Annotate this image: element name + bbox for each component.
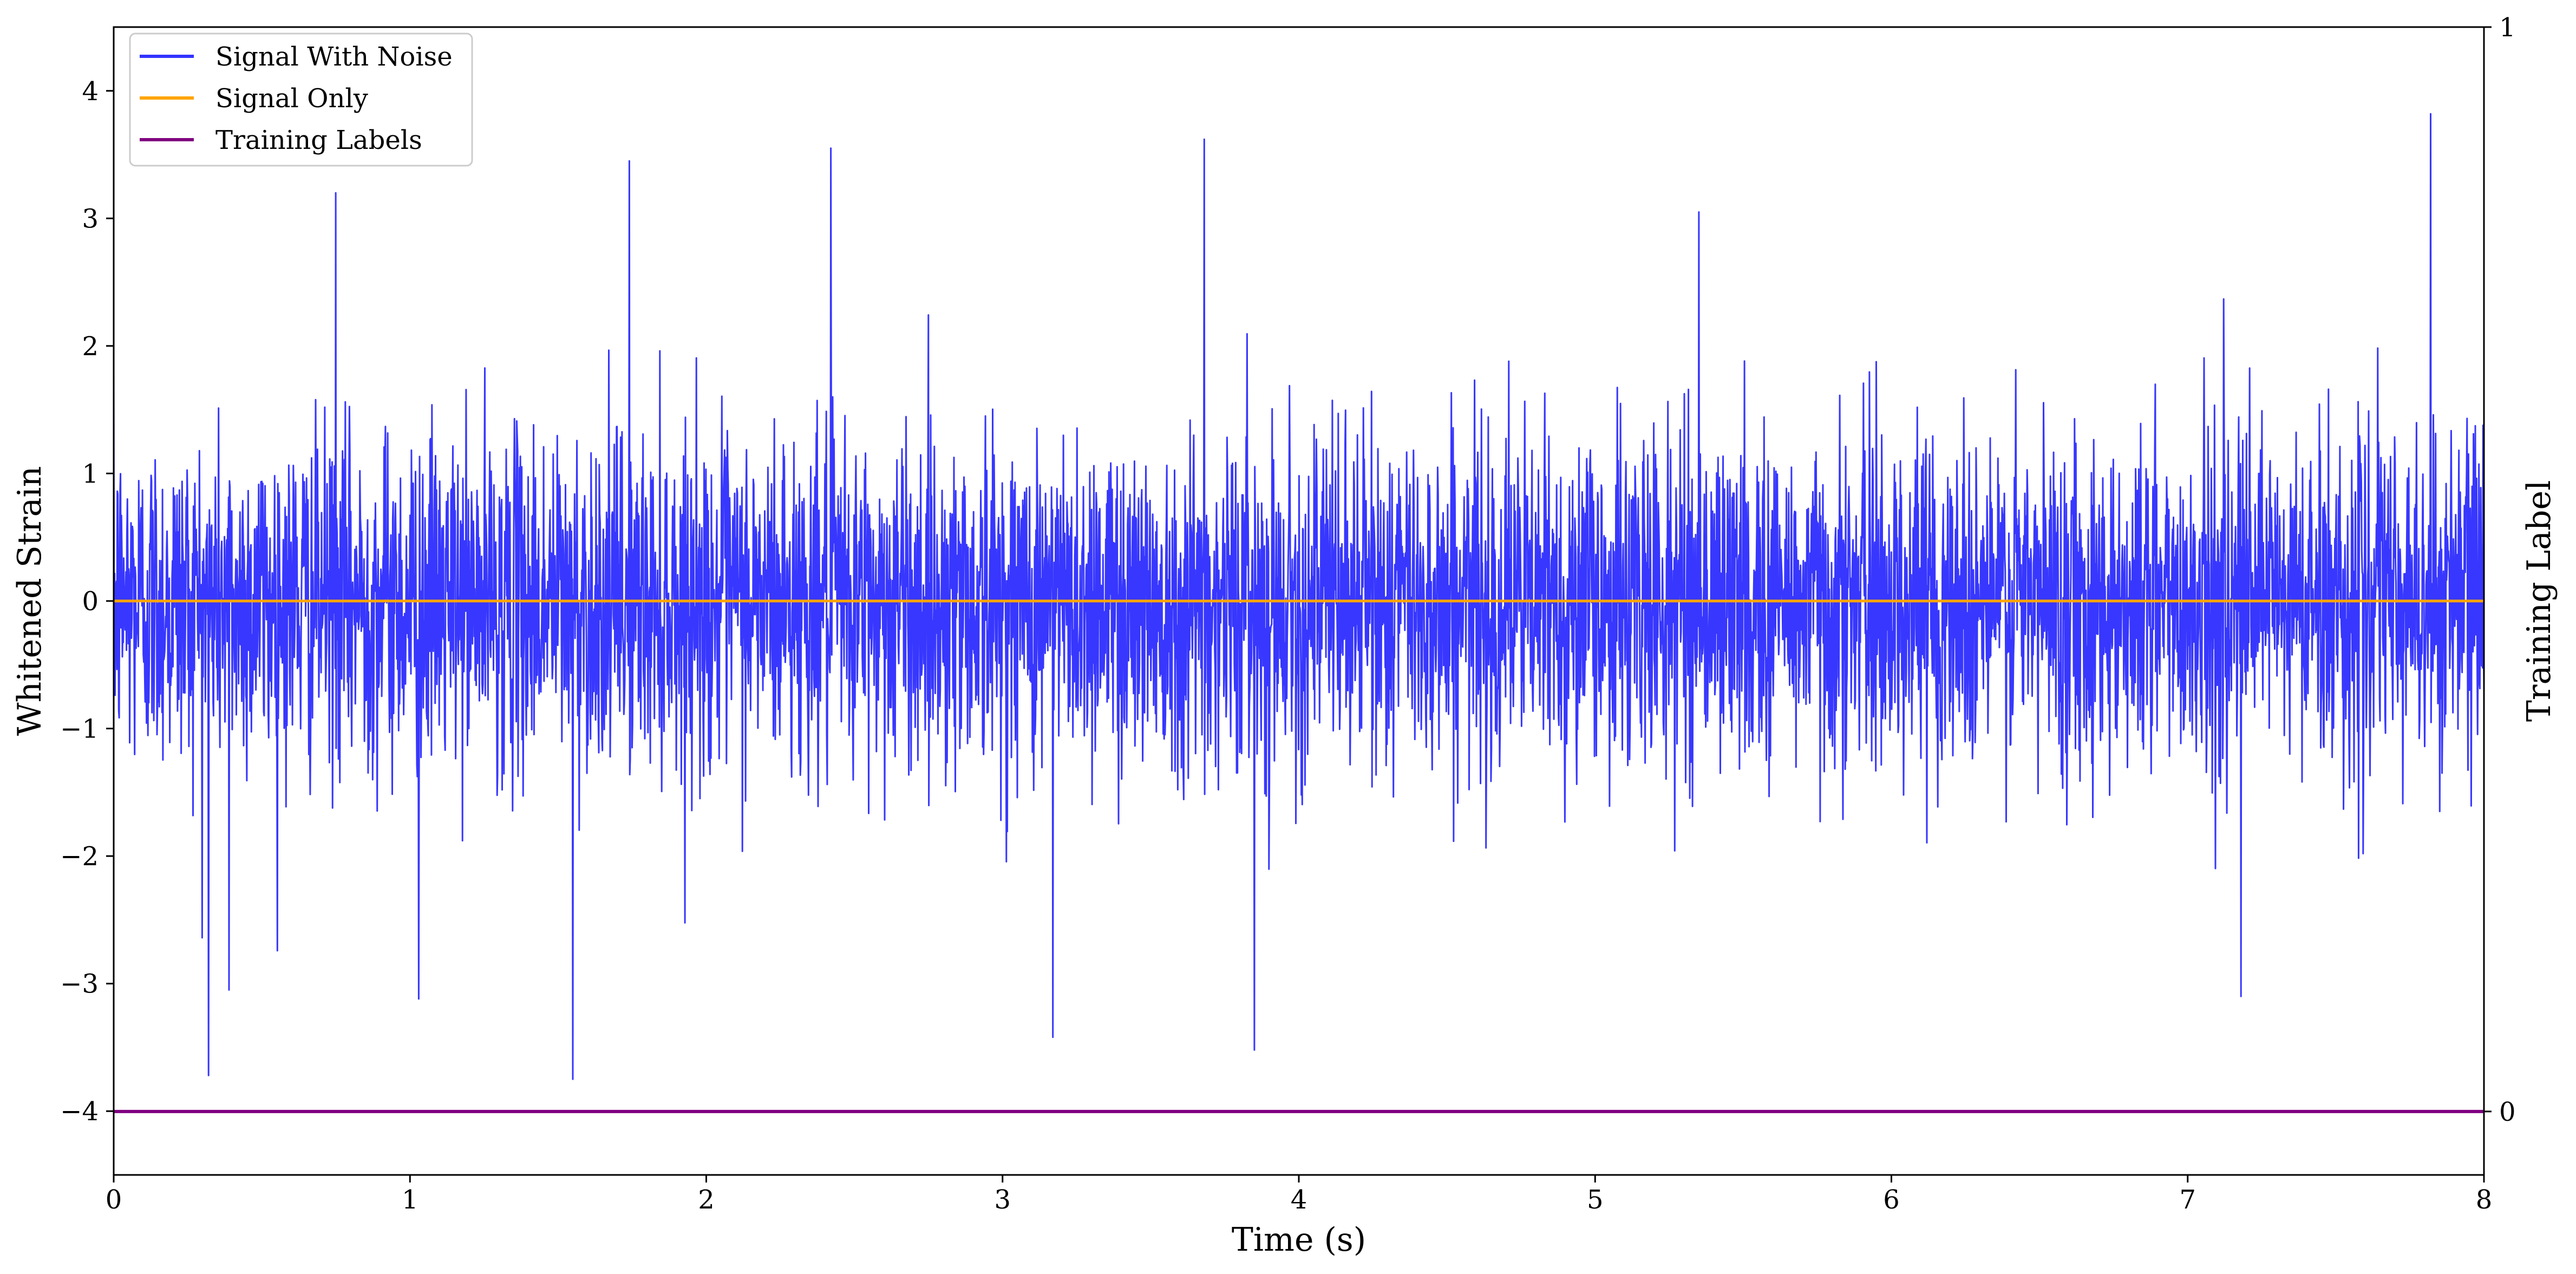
legend-label-signal-only: Signal Only bbox=[215, 83, 368, 114]
x-tick-label: 0 bbox=[106, 1185, 122, 1215]
y-axis-label: Whitened Strain bbox=[11, 466, 49, 736]
y-axis-right: 01 bbox=[2484, 12, 2516, 1127]
x-tick-label: 8 bbox=[2476, 1185, 2493, 1215]
y-right-tick-label: 0 bbox=[2499, 1097, 2516, 1127]
x-tick-label: 2 bbox=[698, 1185, 715, 1215]
series-line-signal-with-noise bbox=[114, 113, 2484, 1080]
y-tick-label: 4 bbox=[82, 76, 99, 107]
legend-label-signal-with-noise: Signal With Noise bbox=[215, 42, 453, 72]
x-tick-label: 1 bbox=[402, 1185, 419, 1215]
x-tick-label: 6 bbox=[1883, 1185, 1900, 1215]
y-tick-label: 2 bbox=[82, 331, 99, 362]
series-flat-lines bbox=[114, 599, 2484, 1113]
y-tick-label: −1 bbox=[60, 714, 99, 744]
x-axis: 0 1 2 3 4 5 6 7 8 bbox=[106, 1175, 2493, 1215]
legend-label-training-labels: Training Labels bbox=[215, 125, 422, 155]
y-axis-left: −4 −3 −2 −1 0 1 2 3 4 bbox=[60, 76, 114, 1127]
y-tick-label: −2 bbox=[60, 841, 99, 872]
x-tick-label: 4 bbox=[1291, 1185, 1307, 1215]
series-signal-with-noise bbox=[114, 113, 2484, 1080]
x-axis-label: Time (s) bbox=[1232, 1221, 1366, 1259]
y-right-tick-label: 1 bbox=[2499, 12, 2516, 43]
y-axis-right-label: Training Label bbox=[2520, 480, 2558, 722]
x-tick-label: 5 bbox=[1587, 1185, 1604, 1215]
y-tick-label: 3 bbox=[82, 204, 99, 234]
legend: Signal With Noise Signal Only Training L… bbox=[129, 32, 473, 167]
y-tick-label: −4 bbox=[60, 1096, 99, 1127]
x-tick-label: 7 bbox=[2179, 1185, 2196, 1215]
y-tick-label: −3 bbox=[60, 969, 99, 999]
legend-box bbox=[129, 32, 473, 167]
y-tick-label: 0 bbox=[82, 586, 99, 617]
y-tick-label: 1 bbox=[82, 459, 99, 489]
x-tick-label: 3 bbox=[994, 1185, 1011, 1215]
